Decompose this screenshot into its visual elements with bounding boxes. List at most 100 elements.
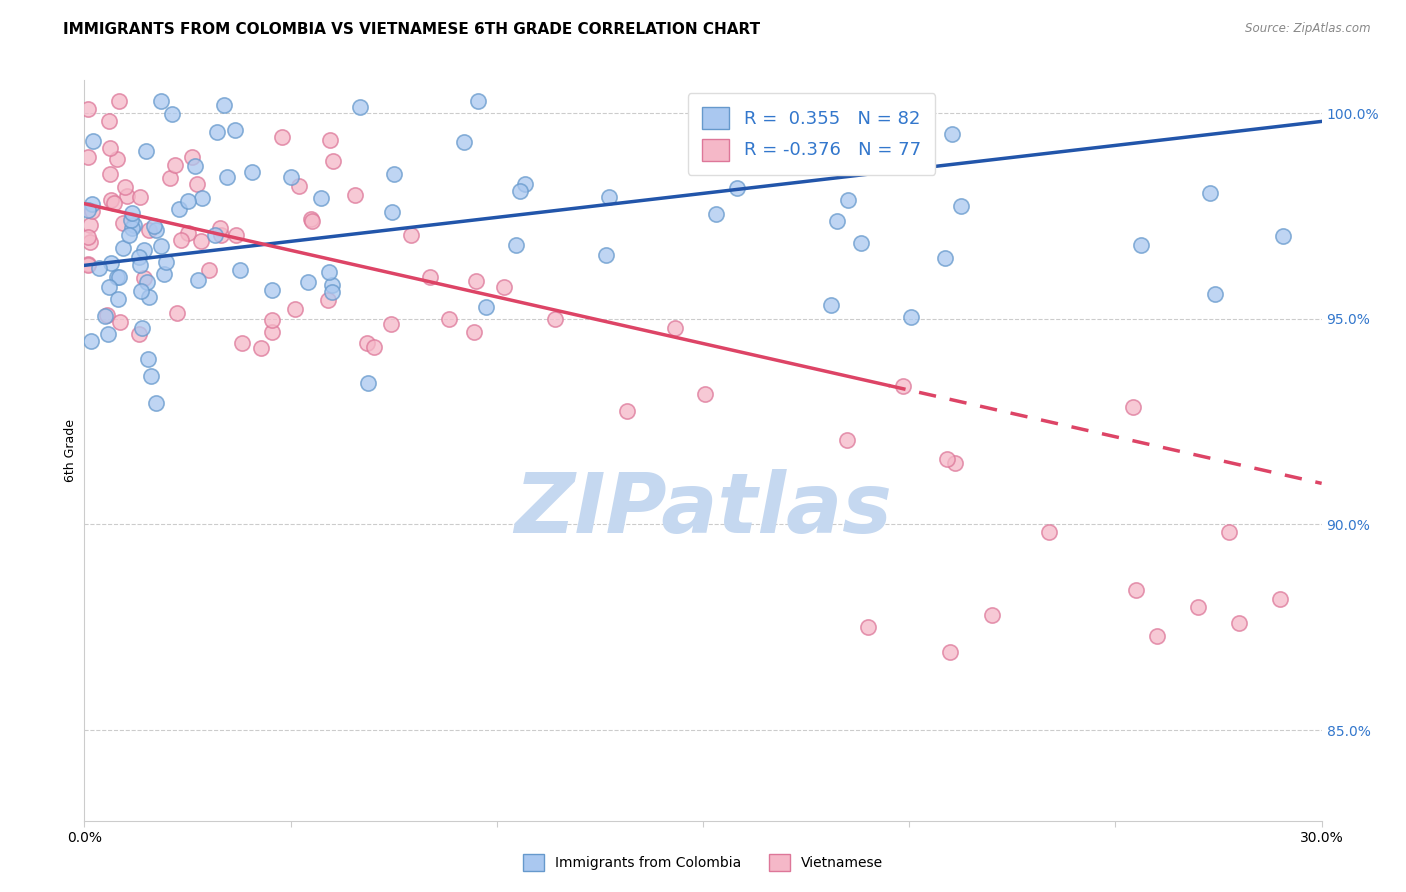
Point xyxy=(321,285,343,299)
Text: IMMIGRANTS FROM COLOMBIA VS VIETNAMESE 6TH GRADE CORRELATION CHART: IMMIGRANTS FROM COLOMBIA VS VIETNAMESE 6… xyxy=(63,22,761,37)
Point xyxy=(186,177,208,191)
Point xyxy=(224,123,246,137)
Point xyxy=(177,226,200,240)
Point xyxy=(136,352,159,367)
Point xyxy=(1038,524,1060,539)
Point xyxy=(97,326,120,341)
Point xyxy=(105,152,128,166)
Point xyxy=(184,159,207,173)
Point xyxy=(122,219,145,233)
Point xyxy=(98,114,121,128)
Point xyxy=(1129,237,1152,252)
Point xyxy=(464,274,486,288)
Point xyxy=(941,127,963,141)
Point xyxy=(77,202,100,217)
Point xyxy=(98,140,121,154)
Point xyxy=(475,301,498,315)
Point xyxy=(509,184,531,198)
Point xyxy=(702,145,724,159)
Point xyxy=(260,313,283,327)
Point xyxy=(494,280,516,294)
Point xyxy=(118,228,141,243)
Point xyxy=(934,251,956,265)
Point xyxy=(935,451,957,466)
Point xyxy=(321,278,343,293)
Point xyxy=(77,258,100,272)
Point xyxy=(301,214,323,228)
Point xyxy=(280,169,302,184)
Point xyxy=(322,154,344,169)
Point xyxy=(250,341,273,355)
Point xyxy=(318,265,340,279)
Point xyxy=(142,219,165,234)
Point xyxy=(380,317,402,331)
Point xyxy=(114,179,136,194)
Point xyxy=(166,306,188,320)
Point xyxy=(595,248,617,262)
Point xyxy=(664,321,686,335)
Point xyxy=(94,310,117,324)
Point xyxy=(706,207,728,221)
Point xyxy=(271,129,294,144)
Point xyxy=(129,284,152,298)
Point xyxy=(167,202,190,217)
Point xyxy=(299,211,322,226)
Point xyxy=(190,191,212,205)
Point xyxy=(212,98,235,112)
Point xyxy=(229,263,252,277)
Point xyxy=(128,258,150,272)
Point xyxy=(399,227,422,242)
Point xyxy=(77,102,100,116)
Point xyxy=(725,181,748,195)
Point xyxy=(284,301,307,316)
Point xyxy=(598,190,620,204)
Point xyxy=(1227,616,1250,631)
Point xyxy=(187,273,209,287)
Point xyxy=(177,194,200,208)
Point xyxy=(825,214,848,228)
Point xyxy=(145,223,167,237)
Point xyxy=(288,179,311,194)
Point xyxy=(77,257,100,271)
Point xyxy=(231,336,253,351)
Point xyxy=(112,241,135,255)
Point xyxy=(198,262,221,277)
Point xyxy=(105,270,128,285)
Point xyxy=(135,275,157,289)
Point xyxy=(82,134,104,148)
Point xyxy=(149,94,172,108)
Point xyxy=(343,188,366,202)
Point xyxy=(856,620,879,634)
Point xyxy=(80,197,103,211)
Point xyxy=(141,369,163,384)
Point xyxy=(695,387,717,401)
Point xyxy=(851,235,873,250)
Point xyxy=(1218,524,1240,539)
Point xyxy=(87,261,110,276)
Point xyxy=(160,107,183,121)
Point xyxy=(108,270,131,285)
Point xyxy=(112,216,135,230)
Point xyxy=(129,190,152,204)
Point xyxy=(437,311,460,326)
Point xyxy=(163,158,186,172)
Point xyxy=(616,404,638,418)
Point xyxy=(240,165,263,179)
Point xyxy=(100,193,122,207)
Point xyxy=(217,170,239,185)
Point xyxy=(138,290,160,304)
Point xyxy=(205,125,228,139)
Point xyxy=(128,326,150,341)
Point xyxy=(262,325,284,339)
Text: Source: ZipAtlas.com: Source: ZipAtlas.com xyxy=(1246,22,1371,36)
Point xyxy=(1199,186,1222,200)
Point xyxy=(349,100,371,114)
Point xyxy=(939,645,962,659)
Point xyxy=(463,325,485,339)
Point xyxy=(891,379,914,393)
Point xyxy=(149,239,172,253)
Point xyxy=(80,203,103,218)
Point xyxy=(356,336,378,351)
Point xyxy=(513,178,536,192)
Point xyxy=(80,334,103,348)
